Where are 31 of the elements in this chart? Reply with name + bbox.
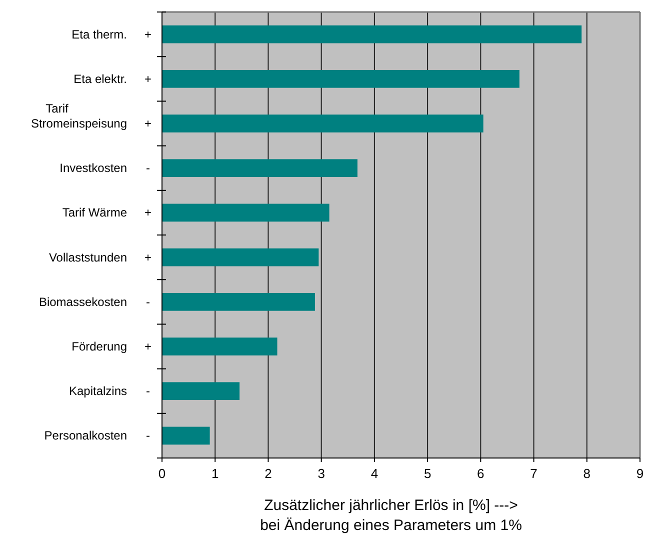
x-tick-label: 0 [158,466,166,481]
x-tick-label: 9 [636,466,644,481]
category-label: Förderung + [72,340,152,354]
category-label: Eta elektr. + [74,72,152,86]
category-label: Investkosten - [60,161,150,176]
bar [162,159,358,178]
bar [162,204,330,222]
x-tick-label: 7 [530,466,538,481]
bar [162,292,315,311]
x-tick-label: 8 [583,466,591,481]
category-label: Vollaststunden + [48,250,152,264]
bar [162,382,240,400]
x-tick-label: 6 [477,466,484,481]
x-axis-title: Zusätzlicher jährlicher Erlös in [%] ---> bei Änderung eines Parameters um 1% [260,497,522,534]
category-label: Eta therm. + [72,27,152,42]
bar [162,25,582,44]
bar [162,248,319,266]
category-label: Personalkosten - [44,428,150,443]
bar [162,426,210,445]
category-label: Tarif Stromeinspeisung + [30,102,152,130]
bar [162,70,520,88]
x-tick-label: 5 [424,466,432,481]
x-tick-label: 2 [264,466,272,481]
category-label: Biomassekosten - [38,294,150,309]
x-tick-label: 4 [370,466,378,481]
bar [162,338,278,356]
x-tick-label: 3 [318,466,325,481]
bar [162,114,484,132]
x-tick-label: 1 [211,466,219,481]
category-label: Tarif Wärme + [62,206,152,220]
category-label: Kapitalzins - [68,384,150,398]
